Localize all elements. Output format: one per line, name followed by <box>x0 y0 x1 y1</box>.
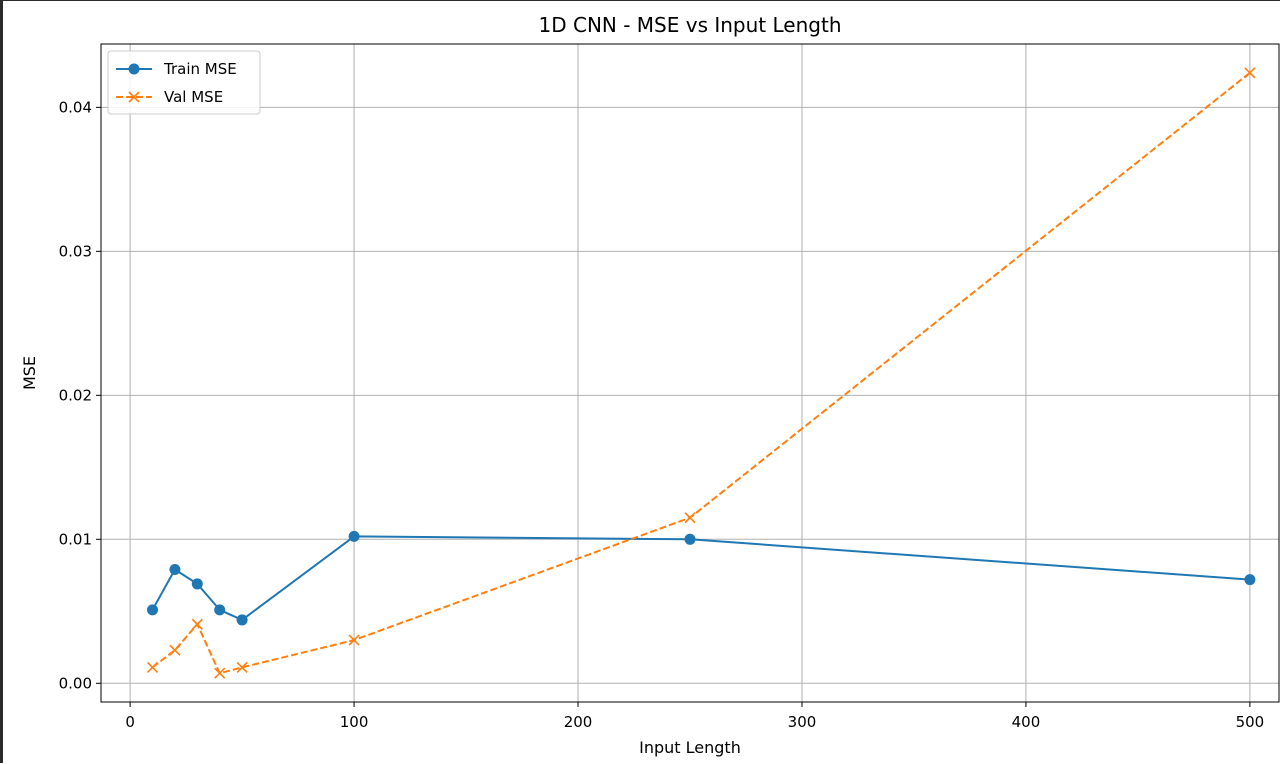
y-axis-ticks: 0.00 0.01 0.02 0.03 0.04 <box>59 98 101 692</box>
y-tick-label: 0.00 <box>59 674 92 692</box>
legend: Train MSE Val MSE <box>107 50 261 115</box>
x-axis-label: Input Length <box>639 738 741 757</box>
data-point <box>191 578 203 590</box>
plot-area <box>100 43 1280 703</box>
legend-marker <box>128 63 140 75</box>
legend-label: Val MSE <box>164 88 223 106</box>
x-axis-ticks: 0 100 200 300 400 500 <box>125 702 1264 731</box>
data-point <box>169 564 181 576</box>
data-point <box>236 614 248 626</box>
x-tick-label: 100 <box>340 713 369 731</box>
grid <box>101 44 1279 702</box>
y-tick-label: 0.01 <box>59 530 92 548</box>
legend-entry: Train MSE <box>116 60 237 78</box>
data-point <box>147 604 159 616</box>
data-point <box>348 634 360 646</box>
line-chart: 0 100 200 300 400 500 0.00 0.01 0.02 0.03 0.04 Tr… <box>20 13 1280 757</box>
y-tick-label: 0.02 <box>59 386 92 404</box>
data-point <box>1244 574 1256 586</box>
data-point <box>214 667 226 679</box>
data-point <box>169 644 181 656</box>
legend-marker <box>128 91 140 103</box>
data-point <box>348 530 360 542</box>
data-point <box>684 512 696 524</box>
x-tick-label: 200 <box>564 713 593 731</box>
data-point <box>191 618 203 630</box>
series-train-mse <box>147 530 1256 626</box>
series-val-mse <box>146 67 1256 679</box>
legend-box <box>107 50 261 115</box>
series-line <box>151 535 1250 621</box>
y-tick-label: 0.03 <box>59 242 92 260</box>
y-tick-label: 0.04 <box>59 98 92 116</box>
y-axis-label: MSE <box>20 356 39 390</box>
x-tick-label: 500 <box>1236 713 1265 731</box>
legend-entry: Val MSE <box>116 88 223 106</box>
x-tick-label: 300 <box>788 713 817 731</box>
data-point <box>1244 67 1256 79</box>
series-line <box>151 72 1251 675</box>
chart-title: 1D CNN - MSE vs Input Length <box>539 13 842 37</box>
data-point <box>214 604 226 616</box>
series <box>146 67 1256 679</box>
data-point <box>684 533 696 545</box>
data-point <box>236 661 248 674</box>
x-tick-label: 0 <box>125 713 135 731</box>
data-point <box>146 661 159 674</box>
legend-label: Train MSE <box>163 60 237 78</box>
x-tick-label: 400 <box>1012 713 1041 731</box>
